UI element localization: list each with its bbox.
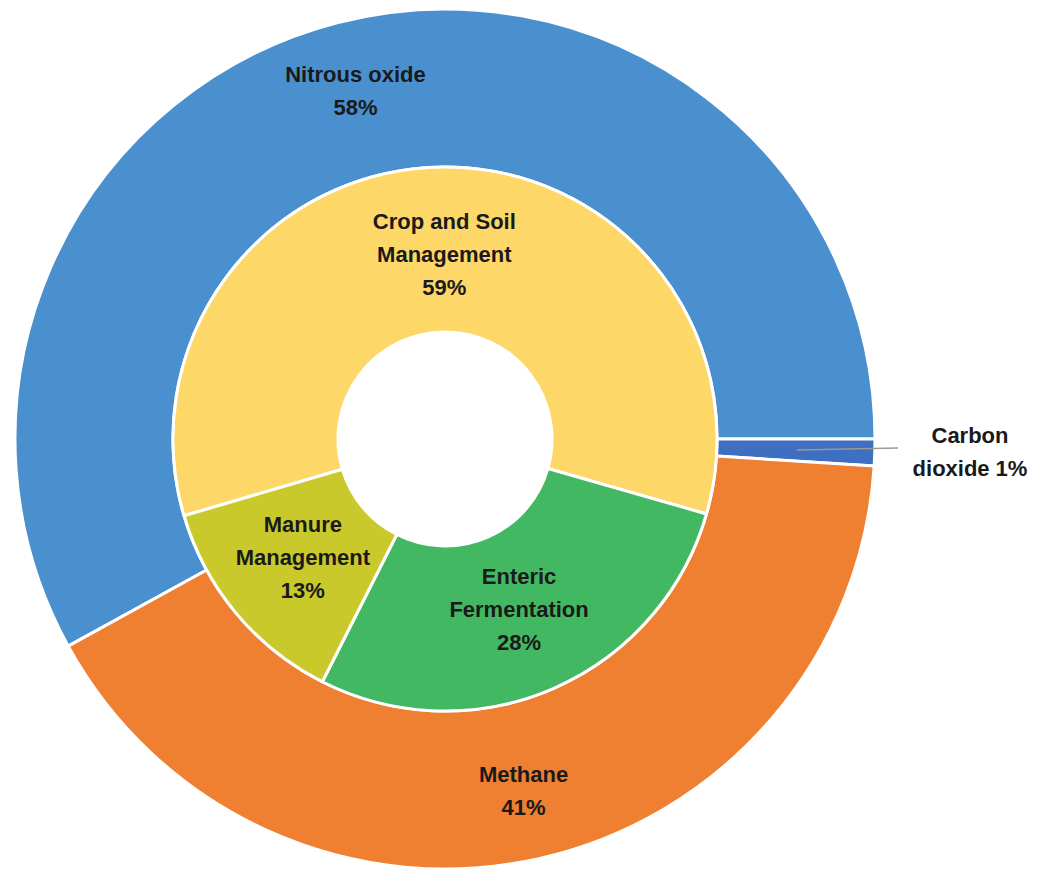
slice-label: Methane [479,762,568,787]
slice-label: Crop and SoilManagement [373,209,516,267]
slice-label: Carbondioxide [913,423,1009,481]
labels: Nitrous oxide 58% Carbondioxide1% Methane 41… [236,62,1028,820]
slice-label: ManureManagement [236,512,371,570]
value-label: 28% [497,630,541,655]
slice-label: EntericFermentation [449,564,588,622]
slices [15,9,875,869]
slice [184,469,397,682]
value-label: 58% [333,95,377,120]
slice [68,456,874,869]
value-label: 41% [502,795,546,820]
leader-line [797,448,898,450]
value-label: 13% [281,578,325,603]
slice [173,167,717,516]
slice [322,468,706,711]
value-label: 59% [422,275,466,300]
chart: Nitrous oxide 58% Carbondioxide1% Methane 41… [0,0,1051,882]
value-label: 1% [996,456,1028,481]
slice-label: Nitrous oxide [285,62,426,87]
